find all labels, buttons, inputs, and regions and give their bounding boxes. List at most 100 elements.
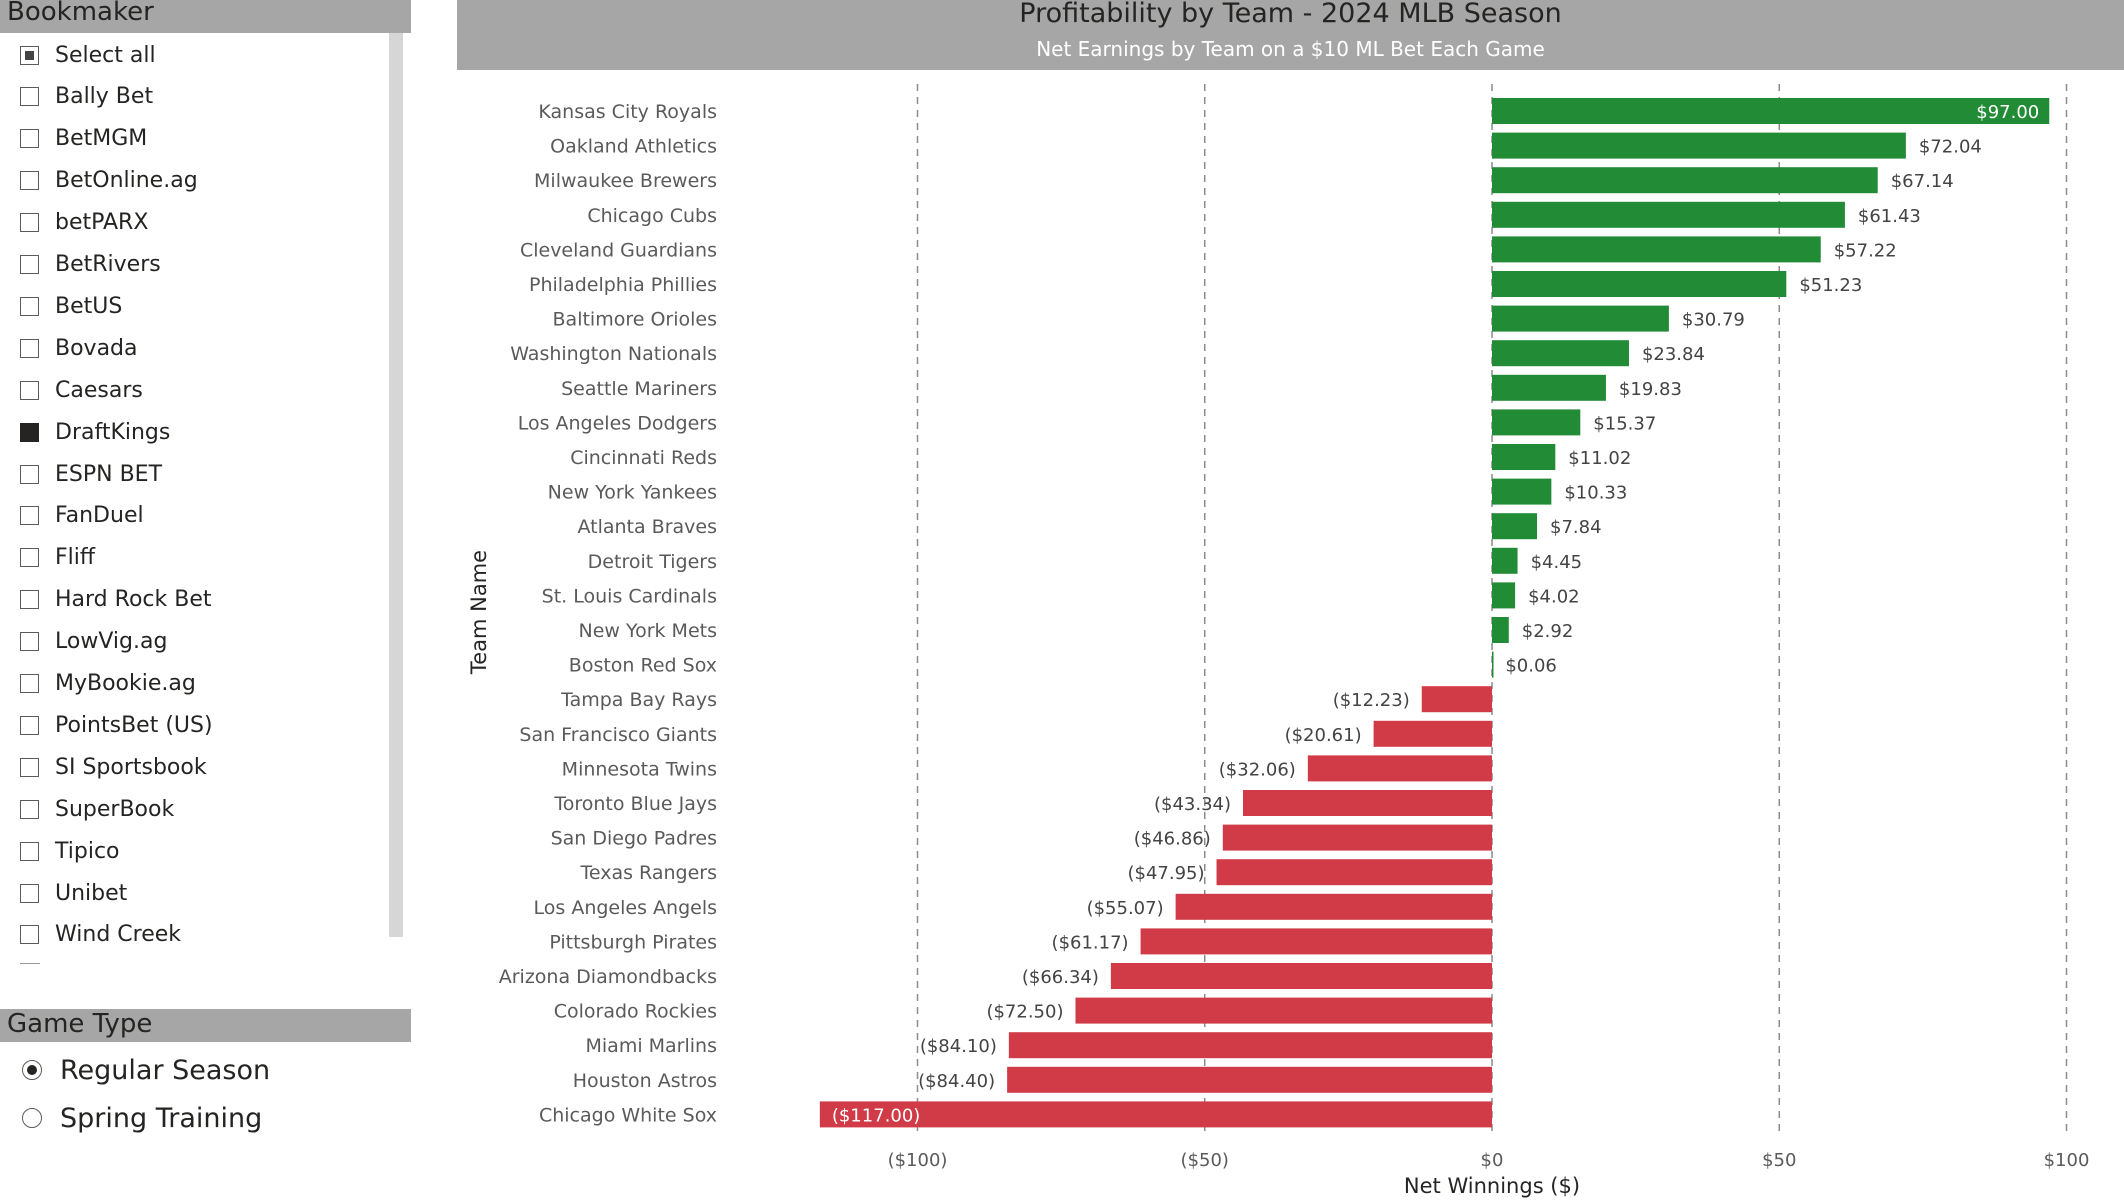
- radio-button[interactable]: [22, 1060, 42, 1080]
- bar: [1492, 651, 1494, 678]
- bookmaker-option-label: MyBookie.ag: [55, 671, 196, 696]
- category-label: New York Yankees: [548, 482, 717, 504]
- checkbox[interactable]: [20, 590, 39, 610]
- data-label: $10.33: [1564, 483, 1627, 504]
- bookmaker-option[interactable]: BetOnline.ag: [20, 161, 198, 201]
- bookmaker-option[interactable]: BetMGM: [20, 119, 147, 159]
- bookmaker-option-label: Tipico: [55, 838, 120, 864]
- bar: [1492, 132, 1906, 159]
- category-label: Milwaukee Brewers: [534, 170, 717, 192]
- checkbox[interactable]: [20, 380, 39, 400]
- category-label: Minnesota Twins: [562, 758, 717, 780]
- bookmaker-option[interactable]: Caesars: [20, 370, 143, 410]
- bookmaker-option[interactable]: Fliff: [20, 538, 95, 578]
- bookmaker-option-label: Caesars: [55, 377, 143, 403]
- category-label: Pittsburgh Pirates: [549, 931, 717, 953]
- category-label: Chicago Cubs: [587, 205, 717, 227]
- checkbox[interactable]: [20, 632, 39, 652]
- bookmaker-option-label: SuperBook: [55, 796, 175, 822]
- game-type-option-label: Spring Training: [60, 1102, 263, 1134]
- data-label: $67.14: [1891, 171, 1954, 192]
- bookmaker-slicer-list[interactable]: Select all Bally Bet BetMGM BetOnline.ag bet…: [0, 33, 411, 968]
- checkbox[interactable]: [20, 674, 39, 693]
- bookmaker-scrollbar[interactable]: [389, 33, 403, 937]
- category-label: Miami Marlins: [586, 1035, 718, 1057]
- checkbox[interactable]: [20, 45, 39, 65]
- bookmaker-option[interactable]: BetUS: [20, 286, 122, 326]
- bookmaker-option[interactable]: FanDuel: [20, 496, 144, 536]
- checkbox[interactable]: [20, 925, 39, 945]
- bar: [1373, 720, 1492, 747]
- category-label: Los Angeles Angels: [534, 897, 717, 919]
- bookmaker-option[interactable]: SI Sportsbook: [20, 747, 207, 787]
- bookmaker-option[interactable]: Hard Rock Bet: [20, 580, 211, 620]
- category-label: Oakland Athletics: [550, 136, 717, 158]
- bookmaker-option[interactable]: Unibet: [20, 873, 127, 913]
- category-label: Houston Astros: [573, 1070, 717, 1092]
- category-label: Philadelphia Phillies: [529, 274, 717, 296]
- bookmaker-option[interactable]: PointsBet (US): [20, 705, 213, 745]
- bar: [1492, 582, 1516, 609]
- data-label: $23.84: [1642, 344, 1705, 365]
- bookmaker-option[interactable]: ESPN BET: [20, 454, 162, 494]
- checkbox[interactable]: [20, 296, 39, 316]
- checkbox[interactable]: [20, 883, 39, 903]
- bookmaker-option[interactable]: LowVig.ag: [20, 622, 167, 662]
- bar: [1307, 755, 1492, 782]
- data-label: ($55.07): [1087, 898, 1164, 919]
- bookmaker-option[interactable]: betPARX: [20, 203, 148, 243]
- bookmaker-option[interactable]: Wind Creek: [20, 915, 181, 955]
- bookmaker-option[interactable]: BetRivers: [20, 245, 161, 285]
- bookmaker-option[interactable]: Bally Bet: [20, 77, 153, 117]
- checkbox[interactable]: [20, 129, 39, 149]
- bookmaker-option-label: DraftKings: [55, 419, 171, 445]
- bookmaker-option[interactable]: Tipico: [20, 831, 120, 871]
- bar: [1492, 98, 2050, 124]
- radio-button[interactable]: [22, 1108, 42, 1128]
- checkbox[interactable]: [20, 171, 39, 191]
- checkbox[interactable]: [20, 87, 39, 107]
- data-label: $51.23: [1799, 275, 1862, 296]
- category-label: Baltimore Orioles: [553, 309, 717, 331]
- checkbox[interactable]: [20, 255, 39, 274]
- data-label: ($46.86): [1134, 829, 1211, 850]
- data-label: $15.37: [1593, 413, 1656, 434]
- game-type-option-label: Regular Season: [60, 1054, 271, 1086]
- bar: [1492, 409, 1581, 436]
- category-label: New York Mets: [579, 620, 717, 642]
- checkbox[interactable]: [20, 422, 39, 442]
- bookmaker-option[interactable]: DraftKings: [20, 412, 170, 452]
- x-tick-label: ($50): [1181, 1150, 1229, 1171]
- bookmaker-option[interactable]: Bovada: [20, 328, 138, 368]
- bookmaker-option-label: Bally Bet: [55, 84, 154, 110]
- checkbox[interactable]: [20, 799, 39, 819]
- checkbox[interactable]: [20, 757, 39, 777]
- data-label: ($20.61): [1285, 725, 1362, 746]
- checkbox[interactable]: [20, 715, 39, 735]
- checkbox[interactable]: [20, 548, 39, 568]
- checkbox[interactable]: [20, 213, 39, 233]
- bookmaker-option[interactable]: SuperBook: [20, 789, 174, 829]
- checkbox[interactable]: [20, 464, 39, 484]
- game-type-option[interactable]: Regular Season: [22, 1048, 270, 1092]
- category-label: Los Angeles Dodgers: [518, 412, 717, 434]
- bar: [1075, 997, 1492, 1024]
- checkbox[interactable]: [20, 338, 39, 358]
- category-label: Seattle Mariners: [561, 378, 717, 400]
- bar: [1110, 963, 1492, 989]
- bar: [1222, 824, 1492, 851]
- bar: [1492, 167, 1878, 194]
- category-label: Kansas City Royals: [538, 101, 717, 123]
- bookmaker-option-label: LowVig.ag: [55, 629, 168, 655]
- bar: [1492, 305, 1669, 332]
- bar: [1216, 859, 1492, 886]
- game-type-option[interactable]: Spring Training: [22, 1096, 262, 1140]
- bookmaker-option[interactable]: MyBookie.ag: [20, 664, 196, 704]
- checkbox[interactable]: [20, 506, 39, 526]
- bar: [1492, 444, 1556, 470]
- bookmaker-option[interactable]: Select all: [20, 35, 156, 75]
- category-label: Cleveland Guardians: [520, 239, 717, 261]
- checkbox[interactable]: [20, 841, 39, 861]
- bar: [1421, 686, 1492, 713]
